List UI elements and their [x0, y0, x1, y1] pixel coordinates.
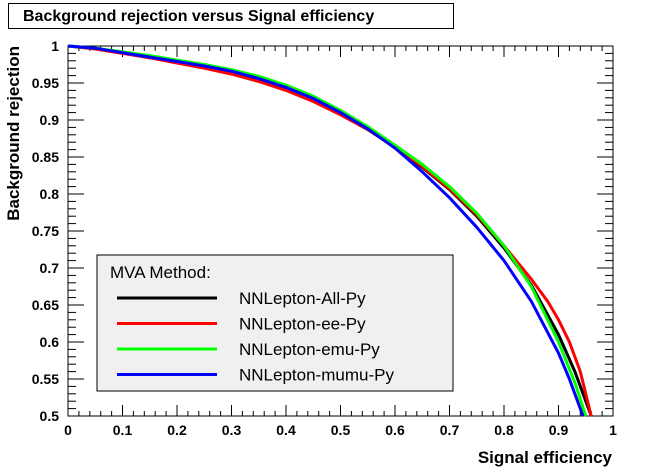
legend-label: NNLepton-ee-Py: [239, 315, 366, 334]
x-tick-label: 0.7: [440, 422, 460, 438]
y-tick-label: 0.7: [40, 260, 60, 276]
y-tick-label: 0.85: [32, 149, 59, 165]
y-tick-labels: 0.5 0.55 0.6 0.65 0.7 0.75 0.8 0.85 0.9 0.95 1: [32, 38, 59, 424]
x-tick-label: 0.5: [331, 422, 351, 438]
axis-ticks: [67, 45, 614, 417]
y-axis-title: Background rejection: [4, 46, 23, 221]
x-tick-label: 0.1: [113, 422, 133, 438]
y-tick-label: 1: [51, 38, 59, 54]
y-tick-label: 0.95: [32, 75, 59, 91]
y-tick-label: 0.75: [32, 223, 59, 239]
x-tick-labels: 0 0.1 0.2 0.3 0.4 0.5 0.6 0.7 0.8 0.9 1: [64, 422, 617, 438]
series-line-nnlepton-mumu-py: [67, 44, 585, 417]
y-tick-label: 0.55: [32, 371, 59, 387]
series-curves: [67, 44, 593, 417]
legend: MVA Method: NNLepton-All-Py NNLepton-ee-P…: [96, 254, 454, 392]
legend-label: NNLepton-All-Py: [239, 289, 366, 308]
chart-title: Background rejection versus Signal effic…: [23, 8, 375, 25]
y-tick-label: 0.65: [32, 297, 59, 313]
legend-title: MVA Method:: [110, 263, 211, 282]
x-tick-label: 0.3: [222, 422, 242, 438]
x-axis-title: Signal efficiency: [478, 448, 613, 467]
legend-label: NNLepton-emu-Py: [239, 340, 380, 359]
y-tick-label: 0.6: [40, 334, 60, 350]
chart-title-box: Background rejection versus Signal effic…: [8, 3, 454, 29]
legend-items: NNLepton-All-Py NNLepton-ee-Py NNLepton-em…: [117, 289, 394, 385]
x-tick-label: 0.9: [549, 422, 569, 438]
y-tick-label: 0.9: [40, 112, 60, 128]
x-tick-label: 0.8: [494, 422, 514, 438]
x-tick-label: 0.6: [385, 422, 405, 438]
legend-label: NNLepton-mumu-Py: [239, 366, 394, 385]
x-tick-label: 0.4: [276, 422, 296, 438]
x-tick-label: 0.2: [167, 422, 187, 438]
y-tick-label: 0.5: [40, 408, 60, 424]
y-tick-label: 0.8: [40, 186, 60, 202]
x-tick-label: 1: [609, 422, 617, 438]
x-tick-label: 0: [64, 422, 72, 438]
